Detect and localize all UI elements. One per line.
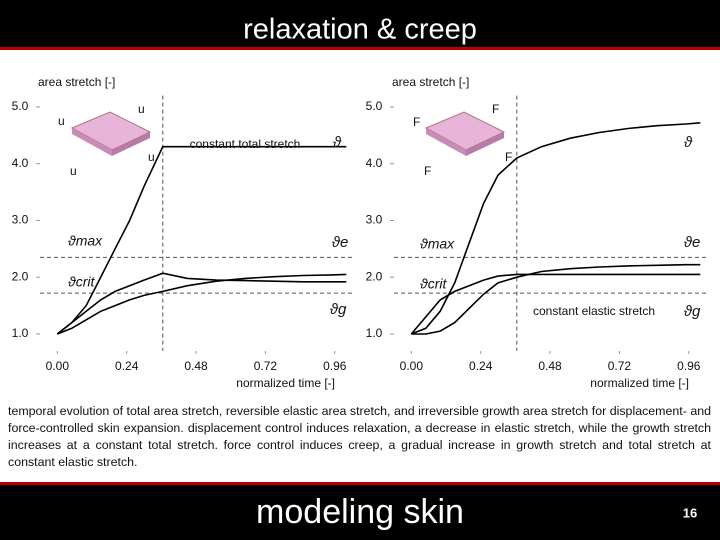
y-tick-label: 2.0: [366, 269, 383, 283]
series-line: [56, 145, 347, 335]
series-line: [57, 273, 347, 335]
annotation: ϑcrit: [68, 274, 95, 290]
inset-plate: [70, 111, 152, 156]
series-label: ϑe: [332, 234, 349, 251]
series-label: ϑg: [330, 301, 347, 318]
annotation: u: [70, 164, 77, 178]
x-tick-label: 0.48: [184, 359, 208, 373]
x-tick-label: 0.00: [400, 359, 424, 373]
y-tick-label: 1.0: [12, 326, 29, 340]
annotation: F: [505, 150, 512, 164]
x-tick-label: 0.24: [115, 359, 139, 373]
annotation: ϑmax: [68, 233, 103, 249]
header-band: [0, 0, 720, 50]
y-tick-label: 1.0: [366, 326, 383, 340]
inset-plate: [424, 111, 506, 156]
series-label: ϑg: [684, 303, 701, 320]
x-tick-label: 0.24: [469, 359, 493, 373]
x-tick-label: 0.96: [677, 359, 701, 373]
annotation: u: [138, 102, 145, 116]
series-label: ϑ: [333, 134, 342, 151]
y-axis-label: area stretch [-]: [38, 75, 115, 89]
annotation: F: [413, 115, 420, 129]
x-tick-label: 0.72: [254, 359, 278, 373]
x-tick-label: 0.48: [538, 359, 562, 373]
y-tick-label: 3.0: [12, 213, 29, 227]
annotation: F: [424, 164, 431, 178]
annotation: constant elastic stretch: [533, 304, 655, 318]
series-line: [411, 263, 701, 335]
annotation: F: [492, 102, 499, 116]
series-line: [410, 273, 701, 335]
series-line: [411, 122, 701, 335]
x-tick-label: 0.96: [323, 359, 347, 373]
annotation: ϑcrit: [420, 276, 447, 292]
y-tick-label: 5.0: [366, 99, 383, 113]
annotation: ϑmax: [420, 236, 455, 252]
series-line: [56, 272, 347, 335]
footer-rule: [0, 482, 720, 485]
annotation: u: [148, 150, 155, 164]
annotation: u: [58, 114, 65, 128]
series-label: ϑ: [684, 134, 693, 151]
y-axis-label: area stretch [-]: [392, 75, 469, 89]
page-number: 16: [683, 505, 697, 520]
x-axis-label: normalized time [-]: [236, 376, 335, 390]
annotation: constant total stretch: [190, 137, 301, 151]
x-tick-label: 0.00: [46, 359, 70, 373]
x-axis-label: normalized time [-]: [590, 376, 689, 390]
footer-band: [0, 482, 720, 540]
series-label: ϑe: [684, 234, 701, 251]
y-tick-label: 4.0: [12, 156, 29, 170]
x-tick-label: 0.72: [608, 359, 632, 373]
y-tick-label: 3.0: [366, 213, 383, 227]
y-tick-label: 4.0: [366, 156, 383, 170]
slide-title: relaxation & creep: [243, 14, 477, 46]
header-rule: [0, 47, 720, 50]
y-tick-label: 2.0: [12, 269, 29, 283]
caption: temporal evolution of total area stretch…: [8, 404, 711, 469]
y-tick-label: 5.0: [12, 99, 29, 113]
footer-text: modeling skin: [256, 493, 464, 531]
